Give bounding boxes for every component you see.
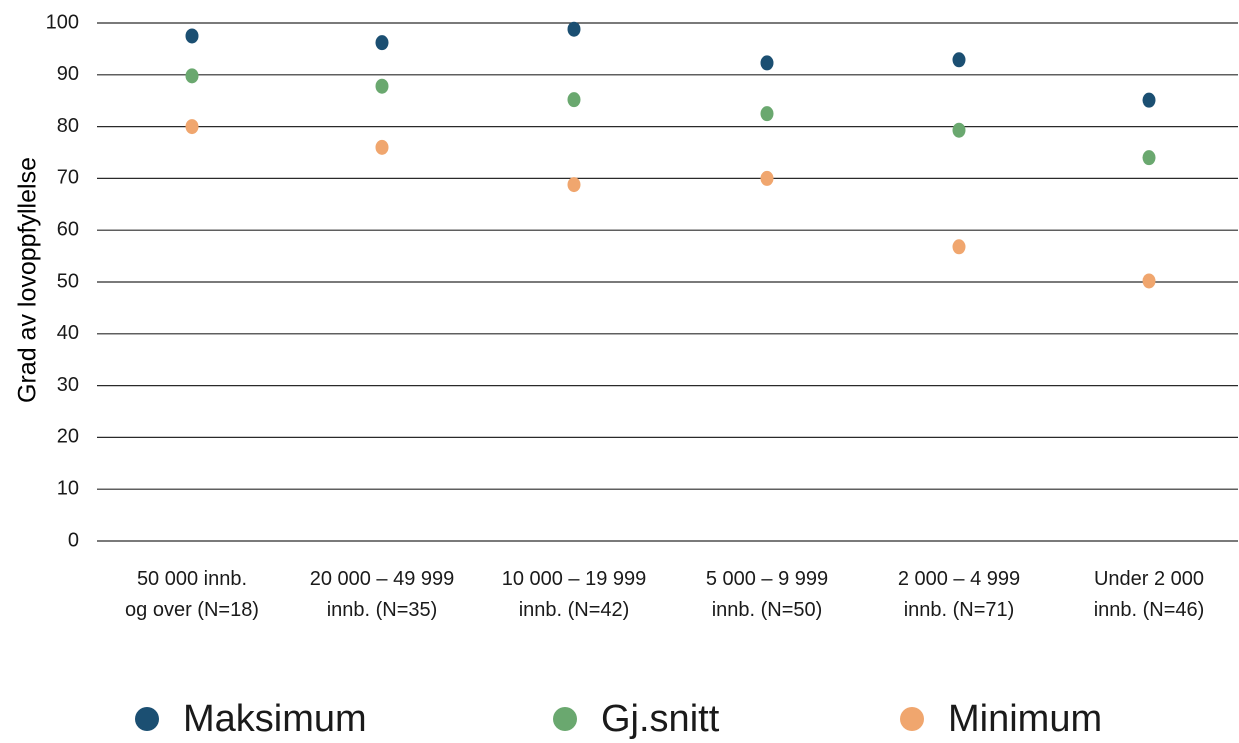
point-gj-snitt-3 — [760, 106, 774, 122]
point-maksimum-5 — [1142, 92, 1156, 108]
x-category-label-line: innb. (N=42) — [519, 599, 630, 621]
y-tick-label: 60 — [57, 218, 79, 240]
y-tick-label: 10 — [57, 477, 79, 499]
legend-marker — [135, 707, 159, 731]
point-maksimum-1 — [375, 35, 389, 51]
point-minimum-5 — [1142, 273, 1156, 289]
point-minimum-2 — [567, 177, 581, 193]
y-tick-label: 90 — [57, 63, 79, 85]
y-tick-label: 70 — [57, 167, 79, 189]
x-category-label: 5 000 – 9 999 innb. (N=50) — [706, 568, 828, 621]
y-tick-label: 50 — [57, 270, 79, 292]
y-tick-label: 0 — [68, 529, 79, 551]
point-maksimum-0 — [185, 28, 199, 44]
point-gj-snitt-0 — [185, 68, 199, 84]
point-minimum-3 — [760, 170, 774, 186]
point-maksimum-2 — [567, 21, 581, 37]
y-axis-label: Grad av lovoppfyllelse — [14, 157, 42, 403]
point-minimum-4 — [952, 239, 966, 255]
x-category-label-line: 50 000 innb. — [137, 568, 247, 590]
x-category-label-line: 5 000 – 9 999 — [706, 568, 828, 590]
x-category-label: Under 2 000 innb. (N=46) — [1094, 568, 1205, 621]
x-category-label: 2 000 – 4 999 innb. (N=71) — [898, 568, 1020, 621]
legend: Maksimum Gj.snitt Minimum — [135, 698, 1102, 740]
x-axis-categories: 50 000 innb. og over (N=18) 20 000 – 49 99… — [125, 568, 1204, 621]
point-gj-snitt-5 — [1142, 150, 1156, 166]
point-minimum-0 — [185, 119, 199, 135]
y-tick-label: 30 — [57, 374, 79, 396]
point-gj-snitt-4 — [952, 122, 966, 138]
grid — [97, 22, 1238, 542]
x-category-label-line: 20 000 – 49 999 — [310, 568, 455, 590]
legend-marker — [900, 707, 924, 731]
x-category-label-line: Under 2 000 — [1094, 568, 1204, 590]
legend-label: Gj.snitt — [601, 698, 720, 740]
y-tick-label: 20 — [57, 426, 79, 448]
point-minimum-1 — [375, 139, 389, 155]
x-category-label: 20 000 – 49 999 innb. (N=35) — [310, 568, 455, 621]
legend-marker — [553, 707, 577, 731]
y-axis-ticks: 0 10 20 30 40 50 60 70 80 90 100 — [46, 11, 79, 551]
point-gj-snitt-2 — [567, 92, 581, 108]
x-category-label-line: og over (N=18) — [125, 599, 259, 621]
x-category-label-line: 2 000 – 4 999 — [898, 568, 1020, 590]
x-category-label-line: innb. (N=71) — [904, 599, 1015, 621]
point-maksimum-3 — [760, 55, 774, 71]
legend-label: Maksimum — [183, 698, 367, 740]
y-tick-label: 40 — [57, 322, 79, 344]
x-category-label: 50 000 innb. og over (N=18) — [125, 568, 259, 621]
x-category-label-line: innb. (N=50) — [712, 599, 823, 621]
x-category-label-line: innb. (N=46) — [1094, 599, 1205, 621]
data-points — [185, 21, 1156, 289]
point-gj-snitt-1 — [375, 78, 389, 94]
x-category-label-line: innb. (N=35) — [327, 599, 438, 621]
x-category-label: 10 000 – 19 999 innb. (N=42) — [502, 568, 647, 621]
point-maksimum-4 — [952, 52, 966, 68]
legend-label: Minimum — [948, 698, 1102, 740]
y-tick-label: 80 — [57, 115, 79, 137]
x-category-label-line: 10 000 – 19 999 — [502, 568, 647, 590]
y-tick-label: 100 — [46, 11, 79, 33]
